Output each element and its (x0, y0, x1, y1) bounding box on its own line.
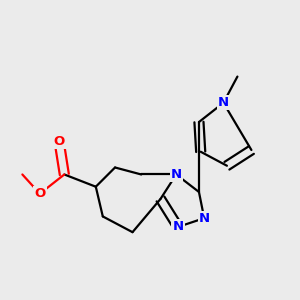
Text: N: N (172, 220, 184, 233)
Text: N: N (171, 168, 182, 181)
Text: N: N (199, 212, 210, 225)
Text: O: O (34, 187, 46, 200)
Text: O: O (53, 135, 65, 148)
Text: N: N (218, 96, 229, 109)
